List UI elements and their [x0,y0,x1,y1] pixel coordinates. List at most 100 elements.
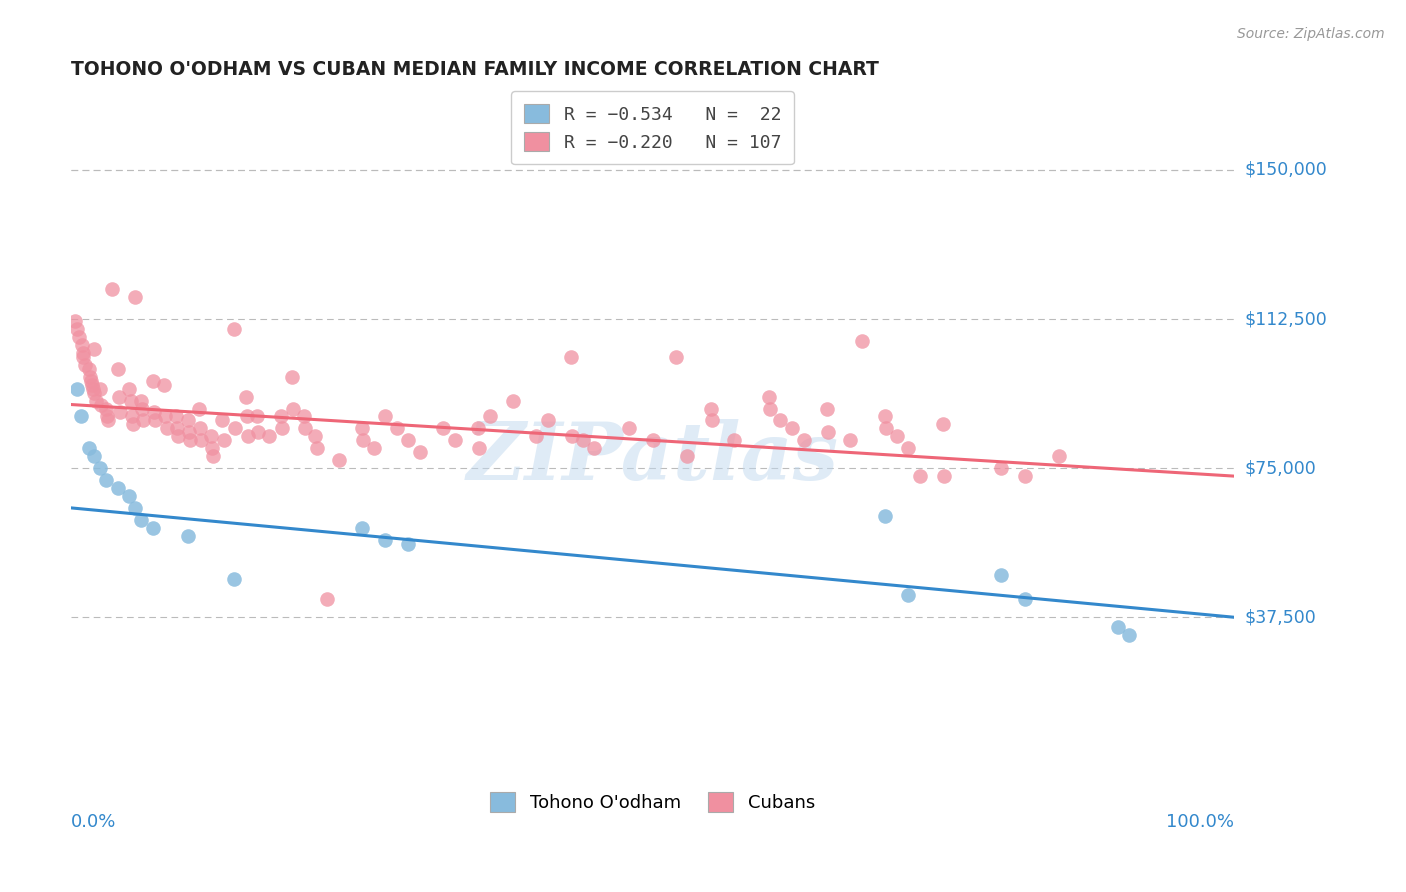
Point [129,513,152,527]
Point [270,409,292,424]
Point [432,421,454,435]
Point [121,417,143,432]
Point [79,369,101,384]
Point [107,481,129,495]
Point [235,390,257,404]
Point [72,346,94,360]
Point [478,409,501,424]
Point [1107,620,1129,634]
Point [815,401,838,416]
Point [236,409,259,424]
Point [96,409,118,424]
Point [374,409,396,424]
Point [934,469,956,483]
Point [572,434,595,448]
Point [94,401,117,416]
Text: $75,000: $75,000 [1244,459,1317,477]
Point [124,500,146,515]
Point [70,338,93,352]
Point [875,409,897,424]
Text: Source: ZipAtlas.com: Source: ZipAtlas.com [1237,27,1385,41]
Point [153,377,176,392]
Text: $37,500: $37,500 [1244,608,1317,626]
Point [132,413,155,427]
Point [700,413,723,427]
Point [72,350,94,364]
Point [83,385,105,400]
Point [129,393,152,408]
Point [619,421,641,435]
Point [1014,469,1036,483]
Text: $112,500: $112,500 [1244,310,1327,328]
Point [851,334,873,348]
Point [270,421,292,435]
Point [908,469,931,483]
Point [94,473,117,487]
Point [188,401,211,416]
Point [793,434,815,448]
Point [875,508,897,523]
Point [63,314,86,328]
Point [396,537,419,551]
Point [352,434,374,448]
Point [202,449,225,463]
Point [897,442,920,456]
Point [537,413,560,427]
Point [107,361,129,376]
Point [108,390,131,404]
Point [524,429,547,443]
Point [101,282,124,296]
Point [167,429,190,443]
Point [77,361,100,376]
Point [75,358,97,372]
Point [176,529,198,543]
Point [676,449,699,463]
Point [897,588,920,602]
Point [143,413,166,427]
Point [247,425,270,440]
Point [77,442,100,456]
Point [142,374,165,388]
Point [396,434,419,448]
Point [246,409,269,424]
Point [990,461,1012,475]
Point [560,350,582,364]
Point [561,429,583,443]
Point [166,421,188,435]
Point [97,413,120,427]
Point [385,421,408,435]
Point [222,573,245,587]
Point [188,421,211,435]
Point [759,401,782,416]
Point [89,461,111,475]
Point [83,449,105,463]
Point [1014,592,1036,607]
Point [363,442,385,456]
Point [409,445,432,459]
Point [350,421,373,435]
Point [222,322,245,336]
Point [211,413,233,427]
Point [328,453,350,467]
Point [665,350,688,364]
Point [886,429,908,443]
Point [1118,628,1140,642]
Point [699,401,721,416]
Point [875,421,897,435]
Point [120,393,142,408]
Point [350,521,373,535]
Point [780,421,803,435]
Point [118,489,141,503]
Point [283,401,305,416]
Point [84,393,107,408]
Point [179,434,201,448]
Point [502,393,524,408]
Point [66,322,89,336]
Text: 0.0%: 0.0% [72,814,117,831]
Point [201,442,224,456]
Point [723,434,745,448]
Point [769,413,792,427]
Point [176,413,198,427]
Point [932,417,955,432]
Point [316,592,339,607]
